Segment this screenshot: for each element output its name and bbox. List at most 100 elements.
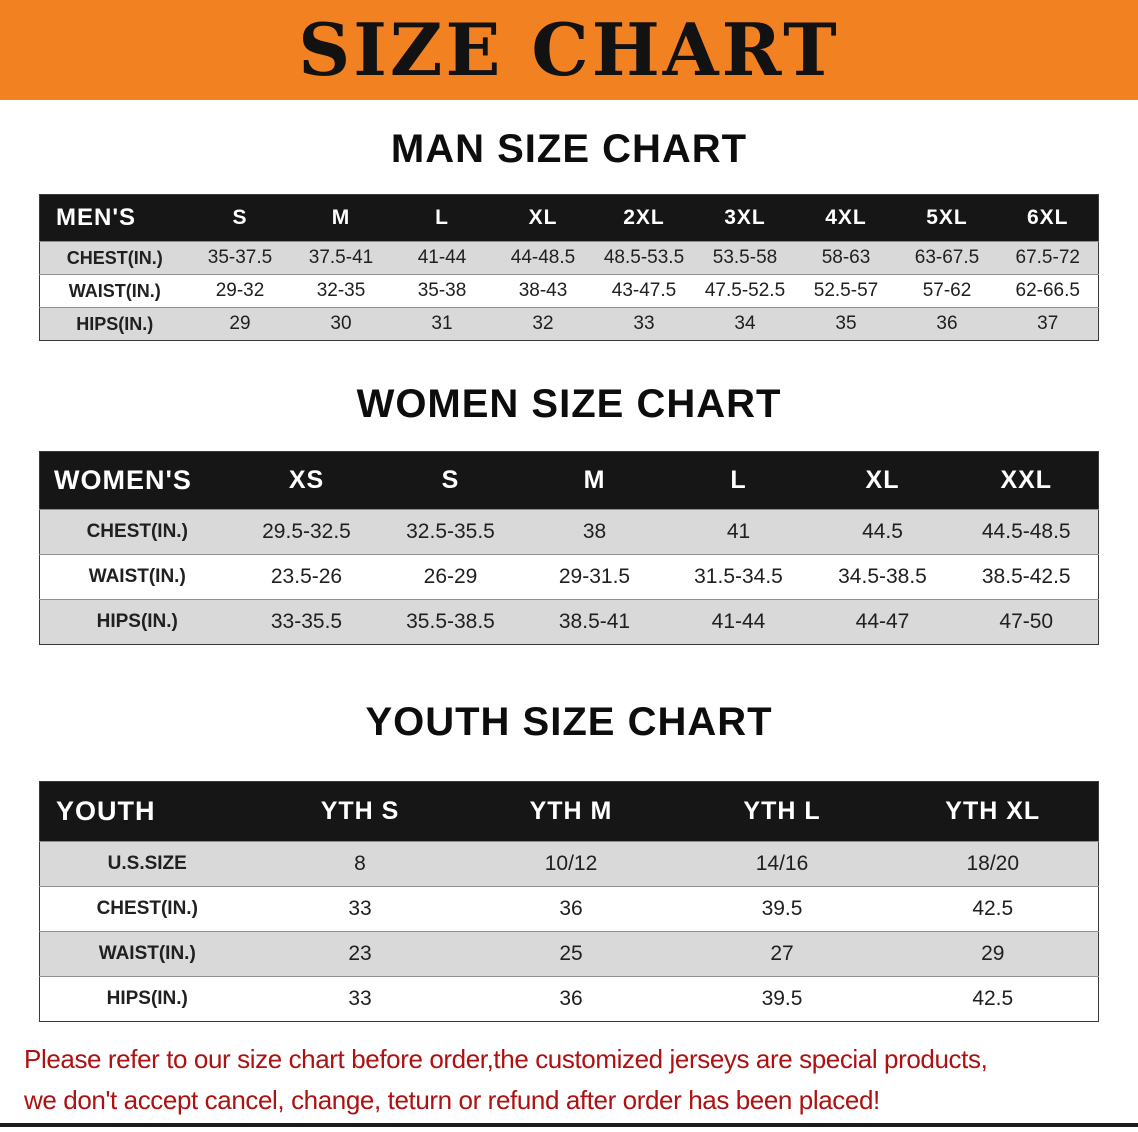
value-cell: 32.5-35.5 bbox=[378, 509, 523, 555]
row-label-cell: CHEST(IN.) bbox=[39, 241, 190, 275]
women-size-table: WOMEN'S XS S M L XL XXL CHEST(IN.) 29.5-32.5 32.5… bbox=[39, 451, 1099, 645]
measurement-row: WAIST(IN.) 29-32 32-35 35-38 38-43 43-47.5 47.… bbox=[39, 274, 1099, 308]
row-label-cell: WAIST(IN.) bbox=[39, 554, 235, 600]
measurement-row: HIPS(IN.) 33-35.5 35.5-38.5 38.5-41 41-44 44-… bbox=[39, 599, 1099, 645]
row-label-cell: HIPS(IN.) bbox=[39, 976, 255, 1022]
women-section-heading: WOMEN SIZE CHART bbox=[356, 382, 782, 426]
value-cell: 38 bbox=[522, 509, 667, 555]
value-cell: 37.5-41 bbox=[290, 241, 392, 275]
value-cell: 38-43 bbox=[492, 274, 594, 308]
youth-section-heading: YOUTH SIZE CHART bbox=[365, 700, 773, 744]
disclaimer-line-2: we don't accept cancel, change, teturn o… bbox=[24, 1085, 880, 1116]
youth-size-section: YOUTH SIZE CHART YOUTH YTH S YTH M YTH L YTH… bbox=[0, 699, 1138, 1022]
measurement-row: WAIST(IN.) 23.5-26 26-29 29-31.5 31.5-34.5 34… bbox=[39, 554, 1099, 600]
row-label-cell: HIPS(IN.) bbox=[39, 307, 190, 341]
value-cell: 44-48.5 bbox=[492, 241, 594, 275]
value-cell: 26-29 bbox=[378, 554, 523, 600]
table-title-cell: WOMEN'S bbox=[39, 451, 235, 510]
value-cell: 31.5-34.5 bbox=[666, 554, 811, 600]
size-header-cell: YTH XL bbox=[887, 781, 1099, 842]
disclaimer: Please refer to our size chart before or… bbox=[0, 1042, 1138, 1118]
value-cell: 41 bbox=[666, 509, 811, 555]
measurement-row: CHEST(IN.) 33 36 39.5 42.5 bbox=[39, 886, 1099, 932]
value-cell: 32 bbox=[492, 307, 594, 341]
size-header-cell: XXL bbox=[954, 451, 1099, 510]
value-cell: 41-44 bbox=[391, 241, 493, 275]
value-cell: 44.5 bbox=[810, 509, 955, 555]
value-cell: 29 bbox=[887, 931, 1099, 977]
men-size-section: MAN SIZE CHART MEN'S S M L XL 2XL 3XL 4XL 5XL 6XL… bbox=[0, 126, 1138, 341]
measurement-row: HIPS(IN.) 33 36 39.5 42.5 bbox=[39, 976, 1099, 1022]
value-cell: 52.5-57 bbox=[795, 274, 897, 308]
value-cell: 47-50 bbox=[954, 599, 1099, 645]
value-cell: 32-35 bbox=[290, 274, 392, 308]
value-cell: 35-37.5 bbox=[189, 241, 291, 275]
page-title: SIZE CHART bbox=[298, 7, 840, 92]
value-cell: 33 bbox=[254, 886, 466, 932]
value-cell: 36 bbox=[465, 976, 677, 1022]
value-cell: 41-44 bbox=[666, 599, 811, 645]
row-label-cell: CHEST(IN.) bbox=[39, 509, 235, 555]
size-chart-banner: SIZE CHART bbox=[0, 0, 1138, 100]
value-cell: 36 bbox=[465, 886, 677, 932]
value-cell: 33-35.5 bbox=[234, 599, 379, 645]
value-cell: 63-67.5 bbox=[896, 241, 998, 275]
value-cell: 36 bbox=[896, 307, 998, 341]
value-cell: 38.5-42.5 bbox=[954, 554, 1099, 600]
row-label-cell: U.S.SIZE bbox=[39, 841, 255, 887]
value-cell: 25 bbox=[465, 931, 677, 977]
men-section-heading: MAN SIZE CHART bbox=[390, 127, 748, 171]
size-header-cell: 6XL bbox=[997, 194, 1099, 242]
value-cell: 23 bbox=[254, 931, 466, 977]
value-cell: 39.5 bbox=[676, 976, 888, 1022]
value-cell: 14/16 bbox=[676, 841, 888, 887]
row-label-cell: CHEST(IN.) bbox=[39, 886, 255, 932]
value-cell: 62-66.5 bbox=[997, 274, 1099, 308]
value-cell: 10/12 bbox=[465, 841, 677, 887]
measurement-row: HIPS(IN.) 29 30 31 32 33 34 35 36 37 bbox=[39, 307, 1099, 341]
table-title-cell: MEN'S bbox=[39, 194, 190, 242]
value-cell: 34.5-38.5 bbox=[810, 554, 955, 600]
value-cell: 42.5 bbox=[887, 886, 1099, 932]
size-header-cell: 2XL bbox=[593, 194, 695, 242]
size-header-cell: YTH M bbox=[465, 781, 677, 842]
value-cell: 29-31.5 bbox=[522, 554, 667, 600]
value-cell: 44-47 bbox=[810, 599, 955, 645]
value-cell: 30 bbox=[290, 307, 392, 341]
value-cell: 47.5-52.5 bbox=[694, 274, 796, 308]
disclaimer-line-1: Please refer to our size chart before or… bbox=[24, 1044, 988, 1074]
value-cell: 35-38 bbox=[391, 274, 493, 308]
row-label-cell: WAIST(IN.) bbox=[39, 274, 190, 308]
size-header-cell: M bbox=[290, 194, 392, 242]
bottom-border bbox=[0, 1123, 1138, 1127]
size-header-cell: S bbox=[378, 451, 523, 510]
value-cell: 18/20 bbox=[887, 841, 1099, 887]
value-cell: 29-32 bbox=[189, 274, 291, 308]
size-header-cell: YTH S bbox=[254, 781, 466, 842]
value-cell: 35 bbox=[795, 307, 897, 341]
value-cell: 33 bbox=[254, 976, 466, 1022]
value-cell: 57-62 bbox=[896, 274, 998, 308]
measurement-row: WAIST(IN.) 23 25 27 29 bbox=[39, 931, 1099, 977]
value-cell: 35.5-38.5 bbox=[378, 599, 523, 645]
size-header-cell: YTH L bbox=[676, 781, 888, 842]
value-cell: 39.5 bbox=[676, 886, 888, 932]
size-header-cell: 4XL bbox=[795, 194, 897, 242]
value-cell: 38.5-41 bbox=[522, 599, 667, 645]
value-cell: 29 bbox=[189, 307, 291, 341]
size-header-cell: 5XL bbox=[896, 194, 998, 242]
size-header-cell: XL bbox=[810, 451, 955, 510]
value-cell: 29.5-32.5 bbox=[234, 509, 379, 555]
table-title-cell: YOUTH bbox=[39, 781, 255, 842]
women-size-section: WOMEN SIZE CHART WOMEN'S XS S M L XL XXL CHEST(… bbox=[0, 381, 1138, 645]
value-cell: 43-47.5 bbox=[593, 274, 695, 308]
value-cell: 34 bbox=[694, 307, 796, 341]
size-header-cell: M bbox=[522, 451, 667, 510]
value-cell: 48.5-53.5 bbox=[593, 241, 695, 275]
size-header-cell: XS bbox=[234, 451, 379, 510]
value-cell: 67.5-72 bbox=[997, 241, 1099, 275]
size-header-cell: L bbox=[666, 451, 811, 510]
value-cell: 31 bbox=[391, 307, 493, 341]
size-header-cell: 3XL bbox=[694, 194, 796, 242]
